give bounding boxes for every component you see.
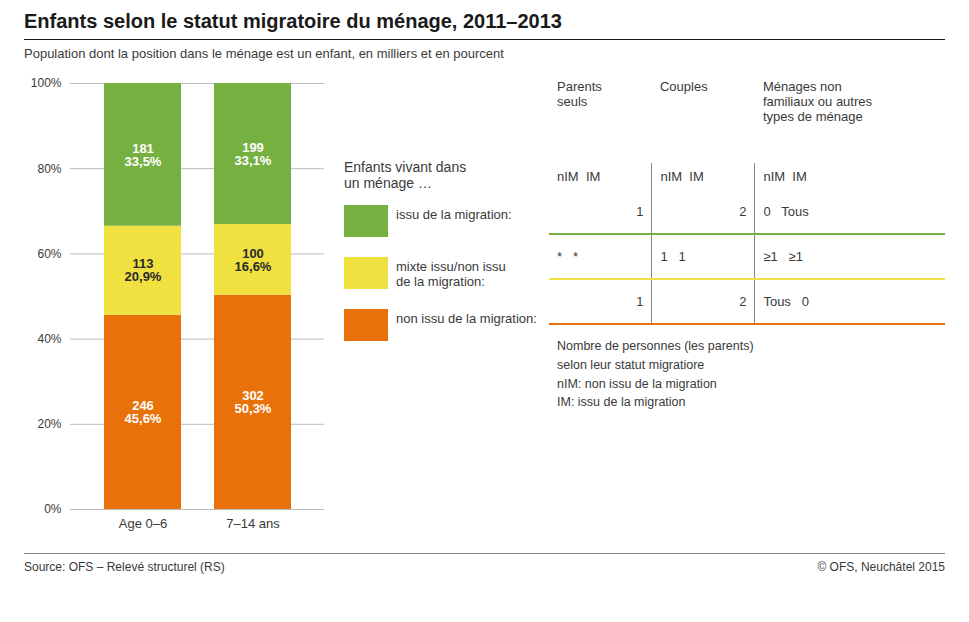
- html-text:Enfants vivant dans un ménage: Enfants vivant dans un ménage …: [344, 159, 467, 191]
- html-text:Population dont la position da: Population dont la position dans le ména…: [24, 46, 504, 61]
- svg-text:19933,1%: 19933,1%: [235, 140, 272, 168]
- svg-text:0%: 0%: [44, 502, 62, 516]
- svg-text:40%: 40%: [37, 332, 61, 346]
- html-text:© OFS, Neuchâtel 2015: © OFS, Neuchâtel 2015: [817, 560, 945, 574]
- svg-text:100%: 100%: [31, 76, 62, 90]
- html-text:Nombre de personnes (les paren: Nombre de personnes (les parents) selon …: [557, 339, 754, 410]
- svg-text:60%: 60%: [37, 247, 61, 261]
- html-text:Couples: Couples: [660, 79, 708, 94]
- html-text:2: 2: [739, 294, 747, 309]
- html-text:Enfants selon le statut migrat: Enfants selon le statut migratoire du mé…: [24, 10, 562, 32]
- html-text:non issu de la migration:: non issu de la migration:: [396, 311, 537, 326]
- html-text:1: 1: [636, 294, 644, 309]
- html-text:Tous 0: Tous 0: [763, 294, 809, 309]
- html-text:1: 1: [636, 204, 644, 219]
- svg-text:7–14 ans: 7–14 ans: [226, 516, 280, 531]
- html-text:nIM IM: nIM IM: [763, 169, 807, 184]
- html-text:0 Tous: 0 Tous: [763, 204, 809, 219]
- html-text:nIM IM: nIM IM: [557, 169, 601, 184]
- svg-text:20%: 20%: [37, 417, 61, 431]
- html-text:Parents seuls: Parents seuls: [557, 79, 602, 109]
- svg-text:11320,9%: 11320,9%: [125, 256, 162, 284]
- svg-text:24645,6%: 24645,6%: [125, 398, 162, 426]
- html-text:≥1 ≥1: ≥1 ≥1: [763, 249, 803, 264]
- html-text:1 1: 1 1: [660, 249, 686, 264]
- html-text:nIM IM: nIM IM: [660, 169, 704, 184]
- svg-text:18133,5%: 18133,5%: [125, 141, 162, 169]
- html-text:2: 2: [739, 204, 747, 219]
- svg-text:10016,6%: 10016,6%: [235, 246, 272, 274]
- html-text:Ménages non familiaux ou autre: Ménages non familiaux ou autres types de…: [762, 79, 872, 124]
- html-text:mixte issu/non issu de la migr: mixte issu/non issu de la migration:: [396, 259, 506, 289]
- svg-text:80%: 80%: [37, 162, 61, 176]
- html-text:issu de la migration:: issu de la migration:: [396, 207, 512, 222]
- svg-text:Age 0–6: Age 0–6: [119, 516, 167, 531]
- svg-text:30250,3%: 30250,3%: [235, 388, 272, 416]
- html-text:Source: OFS – Relevé structure: Source: OFS – Relevé structurel (RS): [24, 560, 225, 574]
